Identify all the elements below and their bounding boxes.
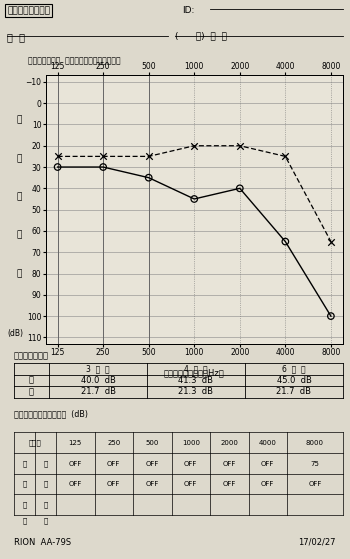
Text: 気: 気 — [22, 460, 27, 467]
Text: OFF: OFF — [261, 481, 274, 487]
Point — [100, 152, 106, 161]
Text: 周波数: 周波数 — [29, 439, 41, 446]
Text: 骨導検耳：前鋼  閉鎖（閉鎖効果補正あり）: 骨導検耳：前鋼 閉鎖（閉鎖効果補正あり） — [28, 56, 121, 65]
Text: 6  分  法: 6 分 法 — [282, 364, 306, 373]
Text: OFF: OFF — [146, 481, 159, 487]
Text: 2000: 2000 — [220, 439, 238, 446]
Text: OFF: OFF — [223, 461, 236, 467]
Text: 125: 125 — [69, 439, 82, 446]
Text: 右: 右 — [29, 376, 34, 385]
Text: 周　　波　　数　（Hz）: 周 波 数 （Hz） — [164, 368, 225, 377]
Text: OFF: OFF — [308, 481, 322, 487]
Text: 250: 250 — [107, 439, 120, 446]
Text: OFF: OFF — [69, 461, 82, 467]
Text: 41.3  dB: 41.3 dB — [178, 376, 214, 385]
Text: 75: 75 — [310, 461, 320, 467]
Point — [282, 152, 288, 161]
Text: 4000: 4000 — [259, 439, 277, 446]
Text: レ: レ — [16, 192, 21, 201]
Point — [328, 311, 334, 320]
Text: 500: 500 — [146, 439, 159, 446]
Text: 左: 左 — [43, 481, 48, 487]
Text: 21.3  dB: 21.3 dB — [178, 387, 214, 396]
Text: 標準純音聴力検査: 標準純音聴力検査 — [7, 6, 50, 15]
Text: OFF: OFF — [69, 481, 82, 487]
Point — [237, 184, 243, 193]
Text: 導: 導 — [22, 481, 27, 487]
Text: 45.0  dB: 45.0 dB — [276, 376, 312, 385]
Text: 右: 右 — [43, 460, 48, 467]
Text: OFF: OFF — [107, 461, 120, 467]
Text: OFF: OFF — [184, 461, 197, 467]
Text: (      才)  男  女: ( 才) 男 女 — [175, 32, 227, 41]
Text: 4  分  法: 4 分 法 — [184, 364, 208, 373]
Point — [55, 163, 61, 172]
Text: ル: ル — [16, 269, 21, 278]
Text: OFF: OFF — [223, 481, 236, 487]
Text: 1000: 1000 — [182, 439, 200, 446]
Text: マスキングノイズレベル  (dB): マスキングノイズレベル (dB) — [14, 409, 88, 418]
Point — [146, 152, 152, 161]
Text: OFF: OFF — [184, 481, 197, 487]
Text: ベ: ベ — [16, 231, 21, 240]
Text: 聴: 聴 — [16, 116, 21, 125]
Text: 導: 導 — [22, 517, 27, 524]
Text: ID:: ID: — [182, 6, 194, 15]
Point — [100, 163, 106, 172]
Text: 右: 右 — [43, 501, 48, 508]
Point — [282, 237, 288, 246]
Point — [191, 141, 197, 150]
Text: 骨: 骨 — [22, 501, 27, 508]
Text: 力: 力 — [16, 154, 21, 163]
Point — [328, 237, 334, 246]
Text: 21.7  dB: 21.7 dB — [80, 387, 116, 396]
Text: OFF: OFF — [146, 461, 159, 467]
Text: RION  AA-79S: RION AA-79S — [14, 538, 71, 547]
Text: 8000: 8000 — [306, 439, 324, 446]
Point — [146, 173, 152, 182]
Text: 平均聴力レベル: 平均聴力レベル — [14, 351, 49, 360]
Point — [237, 141, 243, 150]
Text: 17/02/27: 17/02/27 — [299, 538, 336, 547]
Text: OFF: OFF — [261, 461, 274, 467]
Text: 21.7  dB: 21.7 dB — [276, 387, 312, 396]
Text: 40.0  dB: 40.0 dB — [80, 376, 116, 385]
Text: 氏  名: 氏 名 — [7, 32, 25, 42]
Point — [55, 152, 61, 161]
Text: 左: 左 — [29, 387, 34, 396]
Text: 3  分  法: 3 分 法 — [86, 364, 110, 373]
Text: (dB): (dB) — [8, 329, 24, 338]
Text: 左: 左 — [43, 517, 48, 524]
Point — [191, 195, 197, 203]
Text: OFF: OFF — [107, 481, 120, 487]
